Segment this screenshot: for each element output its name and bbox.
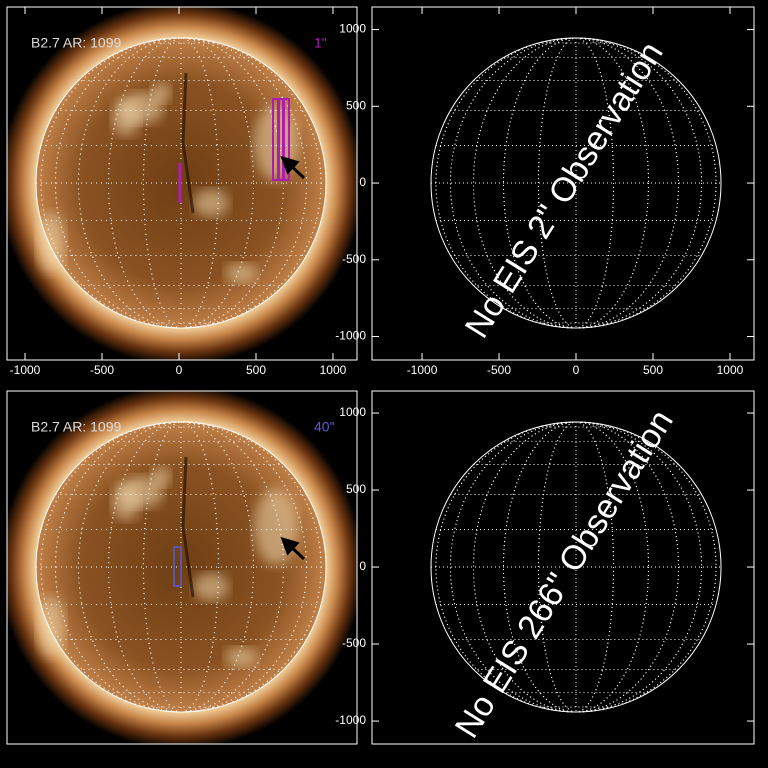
filament [181, 72, 195, 214]
arrow [280, 536, 306, 561]
axes-frame [6, 6, 358, 361]
longitude-line [77, 37, 285, 329]
longitude-line [142, 37, 220, 329]
x-tick-label: -500 [90, 363, 114, 377]
longitude-line [449, 37, 703, 329]
bright-region [37, 213, 65, 273]
disk-grid [430, 421, 722, 713]
disk-grid [430, 37, 722, 329]
y-tick-label: 500 [346, 98, 366, 112]
slit-label: 40" [314, 419, 335, 435]
longitude-line [449, 421, 703, 713]
longitude-line [77, 421, 285, 713]
y-tick-label: 1000 [339, 405, 366, 419]
slit-label: 1" [314, 35, 327, 51]
bright-region [254, 105, 298, 181]
x-tick-label: -1000 [407, 363, 438, 377]
y-tick-label: -1000 [335, 329, 366, 343]
bright-region [151, 83, 171, 103]
bright-region [193, 189, 229, 217]
bright-region [112, 100, 140, 136]
x-tick-label: 0 [573, 363, 580, 377]
filament [181, 456, 195, 598]
longitude-line [142, 421, 220, 713]
slit-box [173, 546, 182, 587]
bright-region [151, 467, 171, 487]
y-tick-label: 500 [346, 482, 366, 496]
bright-region [225, 647, 257, 667]
longitude-line [435, 421, 717, 713]
bright-region [254, 489, 298, 565]
x-tick-label: -500 [487, 363, 511, 377]
y-tick-label: -500 [342, 636, 366, 650]
longitude-line [503, 421, 649, 713]
y-tick-label: -500 [342, 252, 366, 266]
panel-label: B2.7 AR: 1099 [31, 419, 122, 435]
x-tick-label: -1000 [10, 363, 41, 377]
slit-box [282, 98, 290, 181]
panel-label: B2.7 AR: 1099 [31, 35, 122, 51]
y-tick-label: 0 [359, 175, 366, 189]
longitude-line [40, 421, 322, 713]
x-tick-label: 0 [176, 363, 183, 377]
y-tick-label: -1000 [335, 713, 366, 727]
axes-frame [6, 390, 358, 745]
y-tick-label: 0 [359, 559, 366, 573]
longitude-line [40, 37, 322, 329]
longitude-line [54, 421, 308, 713]
longitude-line [503, 37, 649, 329]
longitude-line [54, 37, 308, 329]
x-tick-label: 500 [246, 363, 266, 377]
x-tick-label: 1000 [717, 363, 744, 377]
arrow [280, 155, 306, 180]
solar-image [7, 391, 357, 744]
x-tick-label: 500 [643, 363, 663, 377]
longitude-line [435, 37, 717, 329]
y-tick-label: 1000 [339, 22, 366, 36]
longitude-line [472, 421, 680, 713]
x-tick-label: 1000 [320, 363, 347, 377]
bright-region [37, 597, 65, 657]
bright-region [193, 573, 229, 601]
bright-region [225, 263, 257, 283]
longitude-line [472, 37, 680, 329]
no-observation-note: No EIS 266" Observation [448, 403, 681, 744]
bright-region [112, 484, 140, 520]
